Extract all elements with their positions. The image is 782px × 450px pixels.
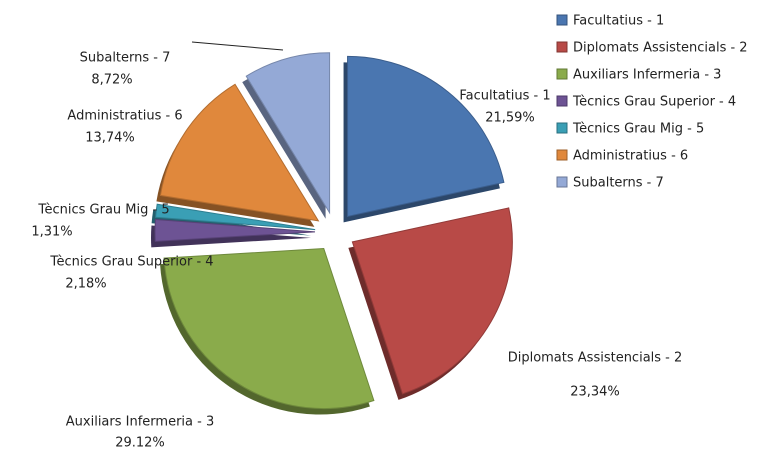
legend-label: Subalterns - 7: [573, 176, 664, 191]
slice-value-label: 29.12%: [115, 435, 165, 450]
slice: [159, 83, 320, 222]
legend-label: Tècnics Grau Mig - 5: [572, 122, 704, 137]
legend-swatch: [556, 176, 568, 188]
slice-label: Facultatius - 1: [459, 88, 551, 104]
slice-label: Administratius - 6: [67, 108, 183, 124]
legend-label: Diplomats Assistencials - 2: [573, 41, 748, 56]
slice-label: Tècnics Grau Mig - 5: [38, 202, 170, 218]
slice: [347, 55, 505, 218]
legend-swatch: [556, 149, 568, 161]
legend-label: Auxiliars Infermeria - 3: [573, 68, 721, 83]
slice-label: Auxiliars Infermeria - 3: [65, 414, 215, 430]
legend-swatch: [556, 14, 568, 26]
slice-value-label: 2,18%: [65, 276, 107, 292]
slice-label: Tècnics Grau Superior - 4: [50, 254, 214, 270]
legend-swatch: [556, 95, 568, 107]
legend-swatch: [556, 41, 568, 53]
slice-label: Diplomats Assistencials - 2: [507, 350, 683, 366]
slice-value-label: 8,72%: [91, 72, 133, 88]
slice: [154, 218, 316, 242]
slice: [163, 248, 375, 410]
legend-label: Administratius - 6: [573, 149, 688, 164]
slice: [245, 52, 331, 215]
slice-value-label: 21,59%: [485, 110, 535, 126]
slice-value-label: 1,31%: [31, 224, 73, 240]
legend-label: Tècnics Grau Superior - 4: [572, 95, 736, 110]
legend-swatch: [556, 68, 568, 80]
slice-value-label: 23,34%: [570, 384, 620, 400]
legend-swatch: [556, 122, 568, 134]
leader-line: [191, 41, 284, 51]
legend-label: Facultatius - 1: [573, 14, 664, 29]
slice: [351, 207, 513, 395]
slice: [155, 203, 316, 231]
slice-label: Subalterns - 7: [79, 50, 171, 66]
slice-value-label: 13,74%: [85, 130, 135, 146]
